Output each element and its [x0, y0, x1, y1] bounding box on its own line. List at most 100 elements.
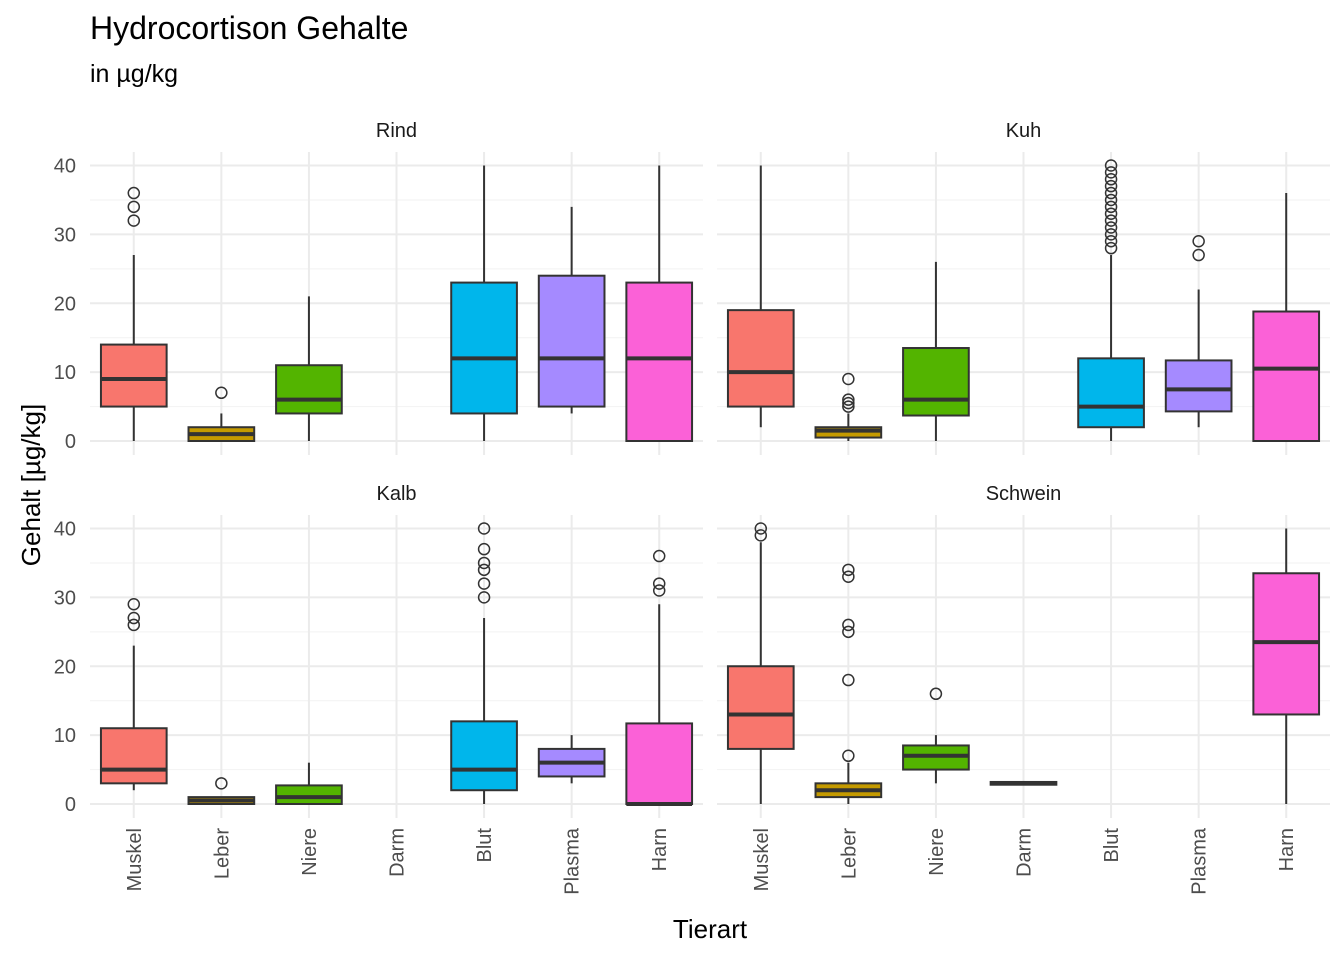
box-body [902, 347, 970, 417]
outlier-point [215, 777, 228, 790]
outlier-point [842, 372, 855, 386]
box-harn [1252, 193, 1321, 443]
outlier-point [842, 393, 855, 406]
box-leber [814, 372, 883, 441]
outlier-point [477, 591, 491, 604]
box-body [275, 784, 343, 805]
outlier-point [477, 522, 491, 535]
strip-label-schwein: Schwein [986, 483, 1062, 505]
outlier-point [477, 563, 491, 577]
x-tick-label: Niere [926, 828, 948, 876]
x-tick-label: Blut [1101, 828, 1123, 863]
outlier-point [127, 618, 141, 632]
box-blut [450, 522, 518, 804]
box-muskel [99, 598, 168, 791]
y-tick-label: 40 [54, 156, 76, 178]
outlier-point [842, 400, 855, 413]
outlier-point [215, 386, 228, 400]
box-niere [902, 687, 970, 784]
outlier-point [1104, 235, 1118, 248]
box-plasma [537, 206, 606, 414]
outlier-point [1192, 248, 1205, 262]
y-tick-label: 10 [54, 362, 76, 384]
outlier-point [754, 522, 768, 535]
strip-label-rind: Rind [376, 120, 417, 142]
y-tick-label: 20 [54, 656, 76, 678]
x-tick-label: Harn [649, 828, 671, 871]
outlier-point [754, 529, 768, 542]
x-axis-title: Tierart [673, 914, 748, 944]
box-harn [625, 549, 694, 806]
box-body [625, 722, 694, 806]
chart-subtitle: in µg/kg [90, 60, 179, 88]
strip-label-kuh: Kuh [1006, 120, 1042, 142]
box-plasma [1164, 235, 1233, 428]
outlier-point [1104, 241, 1118, 255]
box-muskel [726, 522, 795, 804]
outlier-point [1104, 214, 1118, 227]
outlier-point [652, 549, 666, 563]
panel-kuh: Kuh [717, 120, 1330, 455]
box-niere [275, 762, 343, 805]
box-body [450, 720, 518, 792]
x-tick-label: Plasma [1189, 827, 1211, 895]
outlier-point [1192, 235, 1205, 248]
x-tick-label: Darm [387, 828, 409, 877]
panel-kalb: Kalb 0 10 20 30 40 Muskel Leber Niere Darm Blut Pla… [54, 483, 703, 895]
outlier-point [1104, 159, 1118, 172]
box-body [726, 309, 795, 408]
outlier-point [1104, 186, 1118, 200]
box-leber [187, 386, 256, 443]
outlier-point [127, 186, 141, 200]
box-body [625, 281, 694, 442]
y-tick-label: 0 [65, 794, 76, 816]
y-axis-title: Gehalt [µg/kg] [16, 404, 46, 566]
box-body [450, 281, 518, 415]
x-tick-label: Niere [299, 828, 321, 876]
y-tick-label: 20 [54, 293, 76, 315]
outlier-point [842, 563, 855, 577]
outlier-point [842, 618, 855, 632]
outlier-point [1104, 207, 1118, 220]
outlier-point [1104, 179, 1118, 193]
y-tick-label: 0 [65, 431, 76, 453]
outlier-point [127, 598, 141, 611]
chart-title: Hydrocortison Gehalte [90, 10, 409, 46]
outlier-point [842, 625, 855, 639]
box-niere [902, 261, 970, 441]
x-tick-label: Leber [211, 828, 233, 879]
box-harn [1252, 528, 1321, 804]
outlier-point [477, 542, 491, 556]
x-tick-label: Plasma [562, 827, 584, 895]
outlier-point [127, 611, 141, 625]
outlier-point [842, 673, 855, 687]
box-muskel [726, 165, 795, 428]
outlier-point [842, 396, 855, 410]
box-leber [814, 563, 883, 804]
outlier-point [1104, 221, 1118, 234]
outlier-point [652, 584, 666, 597]
box-body [1164, 359, 1233, 413]
box-body [99, 727, 168, 785]
box-muskel [99, 186, 168, 441]
y-tick-label: 40 [54, 519, 76, 541]
box-body [726, 665, 795, 750]
x-tick-label: Muskel [751, 828, 773, 891]
box-body [537, 274, 606, 408]
box-body [1252, 310, 1321, 443]
outlier-point [652, 577, 666, 590]
panel-rind: Rind 0 10 20 30 40 [54, 120, 703, 455]
box-darm [989, 780, 1058, 786]
x-tick-label: Leber [838, 828, 860, 879]
x-tick-label: Harn [1276, 828, 1298, 871]
outlier-point [1104, 200, 1118, 214]
y-tick-label: 30 [54, 224, 76, 246]
outlier-point [1104, 166, 1118, 179]
outlier-point [1104, 173, 1118, 186]
strip-label-kalb: Kalb [376, 483, 416, 505]
outlier-point [127, 200, 141, 214]
x-tick-label: Muskel [124, 828, 146, 891]
x-tick-label: Blut [474, 828, 496, 863]
box-plasma [537, 735, 606, 784]
